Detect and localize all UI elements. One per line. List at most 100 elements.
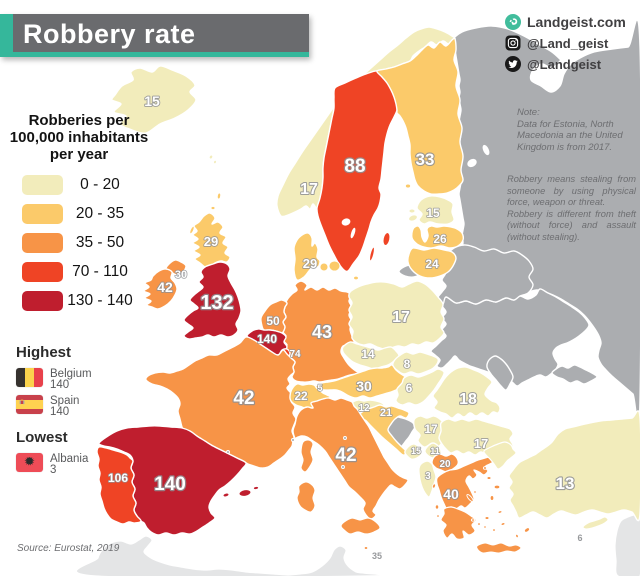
country-france bbox=[145, 336, 297, 469]
value-label-kosovo: 11 bbox=[430, 446, 440, 456]
lake-vanern bbox=[341, 218, 351, 226]
island-cyclades5 bbox=[470, 518, 476, 522]
country-crete bbox=[475, 542, 522, 554]
branding-website: Landgeist.com bbox=[505, 14, 626, 30]
note-data-years: Note: Data for Estonia, North Macedonia … bbox=[517, 107, 623, 153]
country-poland bbox=[348, 280, 445, 350]
highest-country-name: Spain bbox=[50, 395, 80, 407]
country-finland bbox=[376, 37, 464, 195]
title-banner-bar bbox=[13, 14, 309, 52]
legend-row-4: 130 - 140 bbox=[22, 291, 137, 311]
country-romania bbox=[432, 366, 501, 419]
country-peloponnese bbox=[440, 506, 477, 540]
country-ireland bbox=[143, 268, 178, 310]
value-label-scotland: 29 bbox=[204, 234, 218, 249]
island-lesbos bbox=[493, 484, 501, 490]
highest-entry-belgium: Belgium 140 bbox=[16, 368, 92, 391]
highest-heading: Highest bbox=[16, 344, 72, 361]
island-kos bbox=[500, 522, 506, 526]
country-montenegro bbox=[404, 443, 423, 461]
island-cyclades2 bbox=[477, 522, 481, 526]
map-countries bbox=[75, 19, 640, 576]
island-cyclades3 bbox=[492, 528, 496, 532]
country-crimea bbox=[551, 364, 598, 385]
value-label-belgium: 140 bbox=[257, 332, 277, 346]
value-label-montenegro: 15 bbox=[411, 446, 421, 456]
value-label-france: 42 bbox=[233, 388, 254, 409]
legend-swatch-3 bbox=[22, 262, 63, 282]
island-sanmarino bbox=[343, 436, 347, 440]
value-label-nmacedonia: 20 bbox=[439, 459, 451, 470]
value-label-ireland: 42 bbox=[157, 279, 173, 295]
island-orkney bbox=[210, 205, 216, 211]
island-bornholm bbox=[353, 275, 359, 281]
country-albania bbox=[418, 460, 437, 498]
value-label-portugal: 106 bbox=[108, 471, 128, 485]
legend-label-0: 0 - 20 bbox=[80, 176, 120, 193]
island-malta bbox=[363, 546, 369, 550]
value-label-serbia: 17 bbox=[424, 422, 438, 436]
value-label-greece: 40 bbox=[443, 486, 459, 502]
country-levant bbox=[614, 509, 640, 576]
value-label-latvia: 26 bbox=[433, 232, 447, 246]
value-label-luxembourg: 74 bbox=[289, 349, 301, 360]
island-zealand bbox=[328, 260, 341, 272]
island-chios bbox=[489, 495, 495, 501]
country-moldova bbox=[486, 355, 514, 391]
country-iceland bbox=[111, 65, 197, 134]
legend-row-1: 20 - 35 bbox=[22, 204, 137, 224]
legend-title: Robberies per 100,000 inhabitants per ye… bbox=[9, 112, 149, 163]
island-hebrides bbox=[189, 225, 195, 235]
country-sicily bbox=[340, 517, 381, 535]
country-belarus bbox=[437, 244, 534, 305]
value-label-sweden: 88 bbox=[344, 156, 365, 177]
sea-value-label-1: 6 bbox=[577, 533, 582, 543]
island-corfu bbox=[432, 483, 436, 489]
island-hiiumaa bbox=[408, 208, 416, 214]
legend-swatch-1 bbox=[22, 204, 63, 224]
value-label-czechia: 14 bbox=[361, 347, 375, 361]
spain-flag bbox=[16, 395, 43, 414]
legend-swatch-0 bbox=[22, 175, 63, 195]
island-sporades bbox=[473, 490, 477, 494]
country-nmacedonia bbox=[431, 453, 459, 473]
title-banner: Robbery rate bbox=[0, 14, 309, 57]
highest-country-value: 140 bbox=[50, 406, 70, 418]
value-label-italy: 42 bbox=[335, 445, 356, 466]
value-label-estonia: 15 bbox=[426, 206, 440, 220]
value-label-switzerland: 22 bbox=[294, 389, 308, 403]
island-samos bbox=[497, 510, 503, 514]
value-label-norway: 17 bbox=[300, 181, 318, 198]
belgium-flag bbox=[16, 368, 43, 387]
value-label-austria: 30 bbox=[356, 378, 372, 394]
branding-twitter: @Landgeist bbox=[505, 56, 626, 72]
island-shetland bbox=[216, 192, 222, 200]
instagram-icon bbox=[505, 35, 521, 51]
island-faroe2 bbox=[213, 159, 217, 165]
value-label-england: 132 bbox=[200, 292, 233, 314]
country-turkey_thrace bbox=[483, 441, 517, 470]
value-label-germany: 43 bbox=[312, 322, 332, 342]
source-text: Source: Eurostat, 2019 bbox=[17, 543, 120, 554]
island-mallorca bbox=[238, 489, 252, 497]
value-label-nireland: 30 bbox=[175, 269, 187, 281]
legend-label-1: 20 - 35 bbox=[75, 205, 125, 222]
country-slovakia bbox=[392, 351, 439, 375]
island-karpathos bbox=[515, 533, 519, 539]
extremes-panel: Highest Belgium 140 Spain 140 bbox=[16, 344, 92, 480]
country-corsica bbox=[300, 439, 314, 473]
instagram-handle: @Land_geist bbox=[527, 35, 609, 51]
value-label-albania: 3 bbox=[425, 471, 431, 482]
value-label-bulgaria: 17 bbox=[474, 436, 488, 451]
country-england bbox=[183, 261, 242, 340]
legend-row-2: 35 - 50 bbox=[22, 233, 137, 253]
legend-swatch-4 bbox=[22, 291, 63, 311]
island-liechtenstein bbox=[318, 385, 323, 392]
island-limnos bbox=[486, 476, 492, 480]
lowest-country-name: Albania bbox=[50, 453, 89, 465]
value-label-netherlands: 50 bbox=[266, 314, 280, 328]
value-label-lithuania: 24 bbox=[425, 257, 439, 271]
island-cephalonia bbox=[434, 504, 440, 510]
